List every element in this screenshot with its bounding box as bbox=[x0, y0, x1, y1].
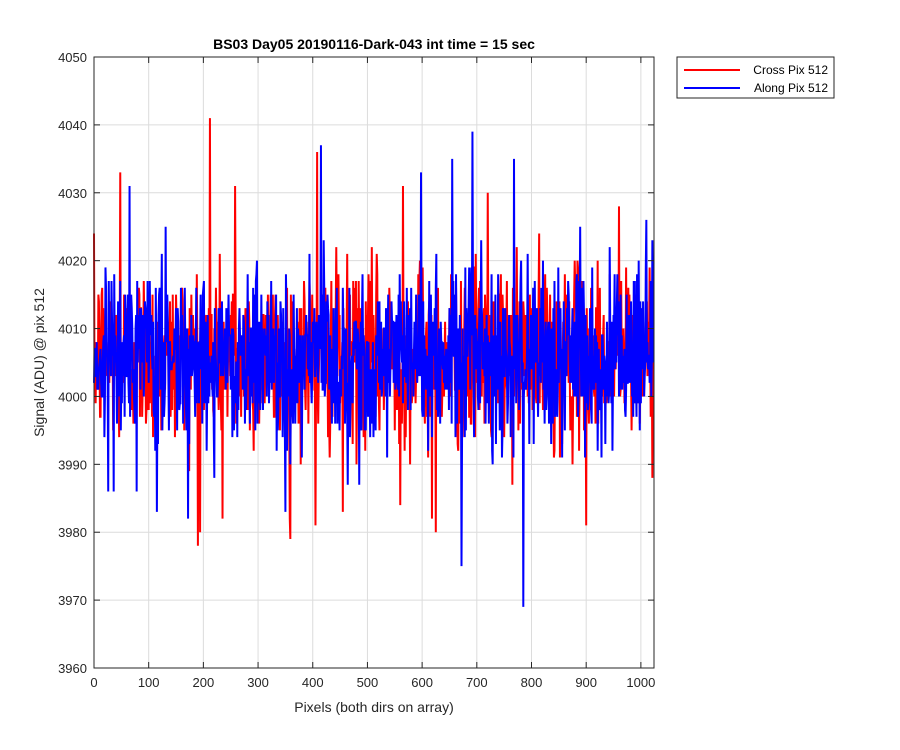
x-tick-label: 700 bbox=[466, 675, 488, 690]
y-axis-label: Signal (ADU) @ pix 512 bbox=[31, 288, 47, 437]
y-tick-label: 4050 bbox=[58, 50, 87, 65]
x-tick-label: 900 bbox=[575, 675, 597, 690]
series-line-along bbox=[93, 131, 655, 607]
legend-box bbox=[676, 56, 835, 99]
x-tick-label: 600 bbox=[411, 675, 433, 690]
plot-area: 0 100 200 300 400 500 600 700 800 900 1000 3960 3970… bbox=[58, 50, 655, 690]
x-tick-label: 500 bbox=[357, 675, 379, 690]
x-tick-label: 800 bbox=[521, 675, 543, 690]
y-tick-label: 4000 bbox=[58, 389, 87, 404]
data-lines bbox=[93, 118, 655, 607]
y-tick-label: 4010 bbox=[58, 322, 87, 337]
y-tick-label: 3960 bbox=[58, 661, 87, 676]
y-tick-label: 3980 bbox=[58, 525, 87, 540]
chart-title: BS03 Day05 20190116-Dark-043 int time = … bbox=[213, 36, 535, 52]
legend-entry-along: Along Pix 512 bbox=[754, 81, 828, 95]
axis-ticks: 0 100 200 300 400 500 600 700 800 900 1000 3960 3970… bbox=[58, 50, 655, 690]
y-tick-label: 3990 bbox=[58, 457, 87, 472]
legend: Cross Pix 512 Along Pix 512 bbox=[676, 56, 835, 99]
x-tick-label: 0 bbox=[90, 675, 97, 690]
y-tick-label: 3970 bbox=[58, 593, 87, 608]
y-tick-label: 4040 bbox=[58, 118, 87, 133]
x-tick-label: 100 bbox=[138, 675, 160, 690]
y-tick-label: 4020 bbox=[58, 254, 87, 269]
axes-frame bbox=[93, 56, 655, 669]
x-tick-label: 300 bbox=[247, 675, 269, 690]
x-axis-label: Pixels (both dirs on array) bbox=[294, 699, 454, 715]
y-tick-label: 4030 bbox=[58, 186, 87, 201]
x-tick-label: 1000 bbox=[626, 675, 655, 690]
legend-entry-cross: Cross Pix 512 bbox=[753, 63, 828, 77]
x-tick-label: 200 bbox=[193, 675, 215, 690]
x-tick-label: 400 bbox=[302, 675, 324, 690]
